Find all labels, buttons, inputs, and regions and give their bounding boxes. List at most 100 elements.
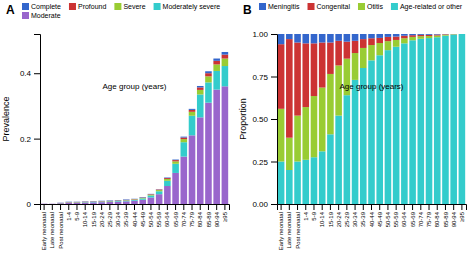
x-tick-mark [192, 204, 193, 210]
legend-label: Severe [123, 3, 145, 10]
x-tick-label: 85-89 [206, 211, 212, 227]
bar [156, 189, 163, 190]
y-tick: 0.25 [252, 158, 277, 167]
chart-svg: 00.20.4Early neonatalLate neonatalPost n… [0, 0, 474, 264]
x-tick-label: 85-89 [443, 211, 449, 227]
x-tick: 20-24 [99, 204, 105, 227]
x-tick-label: 70-74 [418, 211, 424, 227]
x-tick-mark [101, 204, 102, 210]
bar [344, 42, 351, 59]
bar [376, 55, 383, 204]
bar [107, 202, 114, 204]
bar [41, 203, 48, 204]
x-tick-mark [338, 204, 339, 210]
bar [164, 177, 171, 179]
bar [286, 138, 293, 170]
bar [131, 199, 138, 201]
bar [115, 200, 122, 201]
bar [418, 34, 425, 35]
bar [286, 34, 293, 39]
bar [409, 34, 416, 35]
bar [376, 43, 383, 55]
x-tick: 10-14 [319, 204, 325, 227]
legend-item: Moderate [22, 12, 61, 19]
bar [107, 201, 114, 203]
bar [197, 90, 204, 95]
bar [450, 34, 457, 35]
x-tick: 55-59 [156, 204, 162, 227]
bar [98, 201, 105, 202]
x-tick: 65-69 [410, 204, 416, 227]
bar [57, 202, 64, 203]
x-tick: 45-49 [377, 204, 383, 227]
x-tick: 90-94 [451, 204, 457, 227]
bar [197, 87, 204, 89]
bar [181, 157, 188, 204]
x-tick-label: 45-49 [377, 211, 383, 227]
y-axis-line [271, 35, 278, 205]
bar [434, 37, 441, 204]
x-tick-mark [453, 204, 454, 210]
x-tick: 55-59 [393, 204, 399, 227]
bar [426, 34, 433, 35]
legend: CompleteProfoundSevereModerately severeM… [22, 3, 220, 19]
bar [368, 34, 375, 38]
y-tick-label: 0.4 [20, 69, 32, 78]
y-axis: 00.20.4 [20, 35, 41, 210]
x-tick-mark [85, 204, 86, 210]
bar [319, 88, 326, 152]
x-tick-label: Late neonatal [49, 212, 55, 248]
x-tick: 15-19 [91, 204, 97, 227]
y-axis-title: Prevalence [1, 96, 11, 141]
bar [409, 37, 416, 40]
x-tick-label: 15-19 [328, 211, 334, 227]
bar [222, 86, 229, 204]
bar [74, 203, 81, 204]
bar [213, 71, 220, 90]
bar [222, 52, 229, 55]
x-tick: 85-89 [443, 204, 449, 227]
x-tick: 35-39 [123, 204, 129, 227]
bar [156, 190, 163, 191]
bar [197, 94, 204, 117]
bar [90, 201, 97, 202]
legend-item: Profound [69, 3, 107, 10]
bar [172, 160, 179, 161]
x-tick-mark [297, 204, 298, 210]
x-tick-label: 10-14 [319, 211, 325, 227]
bar [74, 201, 81, 202]
bar [222, 59, 229, 67]
x-tick: 85-89 [206, 204, 212, 227]
bar [205, 73, 212, 76]
x-tick-label: 25-29 [344, 211, 350, 227]
panel-title: A [6, 3, 15, 17]
bar [156, 194, 163, 204]
x-tick-mark [216, 204, 217, 210]
x-tick-mark [330, 204, 331, 210]
bar [98, 201, 105, 202]
x-tick: ≥95 [459, 204, 465, 222]
x-tick-mark [281, 204, 282, 210]
bar [376, 38, 383, 43]
x-tick-mark [93, 204, 94, 210]
legend-label: Meningitis [268, 3, 300, 11]
x-tick-label: 70-74 [181, 211, 187, 227]
x-tick: 10-14 [82, 204, 88, 227]
bar [327, 34, 334, 43]
bar [107, 201, 114, 202]
x-tick: 75-79 [426, 204, 432, 227]
bar-series [41, 86, 228, 204]
bar [393, 47, 400, 204]
bar [49, 203, 56, 204]
bar [450, 35, 457, 204]
x-tick-label: 50-54 [385, 211, 391, 227]
x-axis: Early neonatalLate neonatalPost neonatal… [41, 204, 230, 250]
x-tick-mark [387, 204, 388, 210]
x-tick-mark [429, 204, 430, 210]
x-tick-mark [313, 204, 314, 210]
y-tick-mark [34, 139, 40, 140]
bar [302, 160, 309, 204]
bar [205, 103, 212, 204]
y-tick: 0.4 [20, 69, 40, 78]
x-tick: Early neonatal [278, 204, 284, 250]
